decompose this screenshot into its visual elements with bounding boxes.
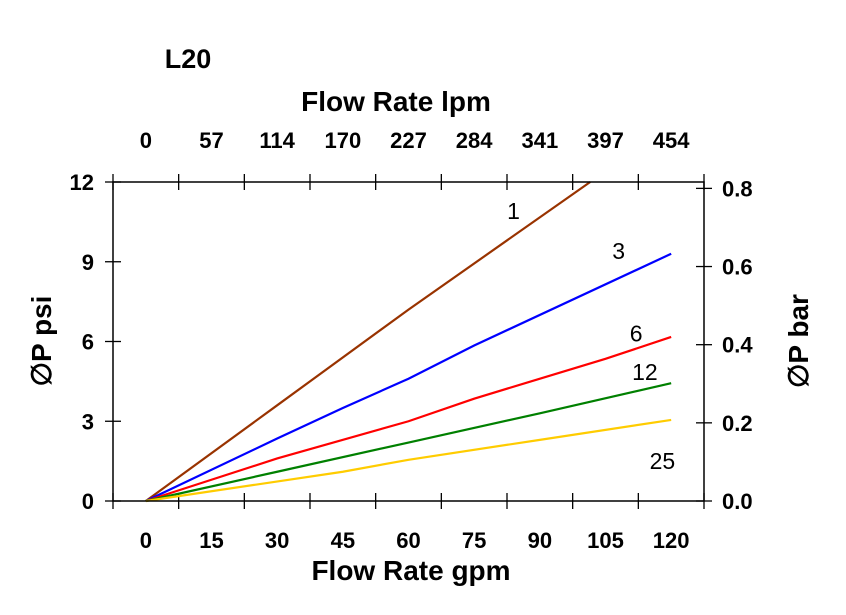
x2-tick-label: 57: [199, 128, 223, 153]
chart-title: L20: [165, 44, 212, 74]
x2-tick-label: 114: [259, 128, 295, 153]
bottom-axis-title: Flow Rate gpm: [311, 555, 510, 586]
series-line-12: [145, 382, 672, 503]
y-tick-label: 12: [70, 170, 94, 195]
x2-tick-label: 341: [521, 128, 558, 153]
x2-tick-label: 454: [653, 128, 690, 153]
series-label-25: 25: [650, 448, 676, 474]
right-axis-title: ∅P bar: [783, 294, 814, 388]
x2-tick-label: 170: [324, 128, 361, 153]
y2-tick-label: 0.4: [722, 333, 753, 358]
left-axis-title: ∅P psi: [26, 296, 57, 387]
x-tick-label: 30: [265, 528, 289, 553]
series-label-3: 3: [612, 238, 625, 264]
series-label-1: 1: [507, 198, 520, 224]
y-tick-label: 6: [82, 330, 94, 355]
x2-tick-label: 284: [456, 128, 493, 153]
series-line-1: [145, 181, 591, 502]
x-tick-label: 60: [396, 528, 420, 553]
y2-tick-label: 0.2: [722, 411, 753, 436]
x-tick-label: 90: [528, 528, 552, 553]
x-tick-label: 105: [587, 528, 624, 553]
x-tick-label: 75: [462, 528, 486, 553]
x-tick-label: 15: [199, 528, 223, 553]
top-axis-title: Flow Rate lpm: [301, 86, 491, 117]
x2-tick-label: 397: [587, 128, 624, 153]
y2-tick-label: 0.6: [722, 255, 753, 280]
series-label-12: 12: [632, 359, 658, 385]
y2-tick-label: 0.8: [722, 176, 753, 201]
y-tick-label: 0: [82, 489, 94, 514]
x-tick-label: 0: [140, 528, 152, 553]
y-tick-label: 9: [82, 250, 94, 275]
series-line-6: [145, 335, 672, 503]
series-line-25: [145, 418, 672, 503]
y2-tick-label: 0.0: [722, 489, 753, 514]
plot-frame: [112, 181, 705, 502]
x-tick-label: 120: [653, 528, 690, 553]
y-tick-label: 3: [82, 409, 94, 434]
x2-tick-label: 0: [140, 128, 152, 153]
series-label-6: 6: [630, 321, 643, 347]
x-tick-label: 45: [331, 528, 355, 553]
x2-tick-label: 227: [390, 128, 427, 153]
series-line-3: [145, 252, 672, 502]
